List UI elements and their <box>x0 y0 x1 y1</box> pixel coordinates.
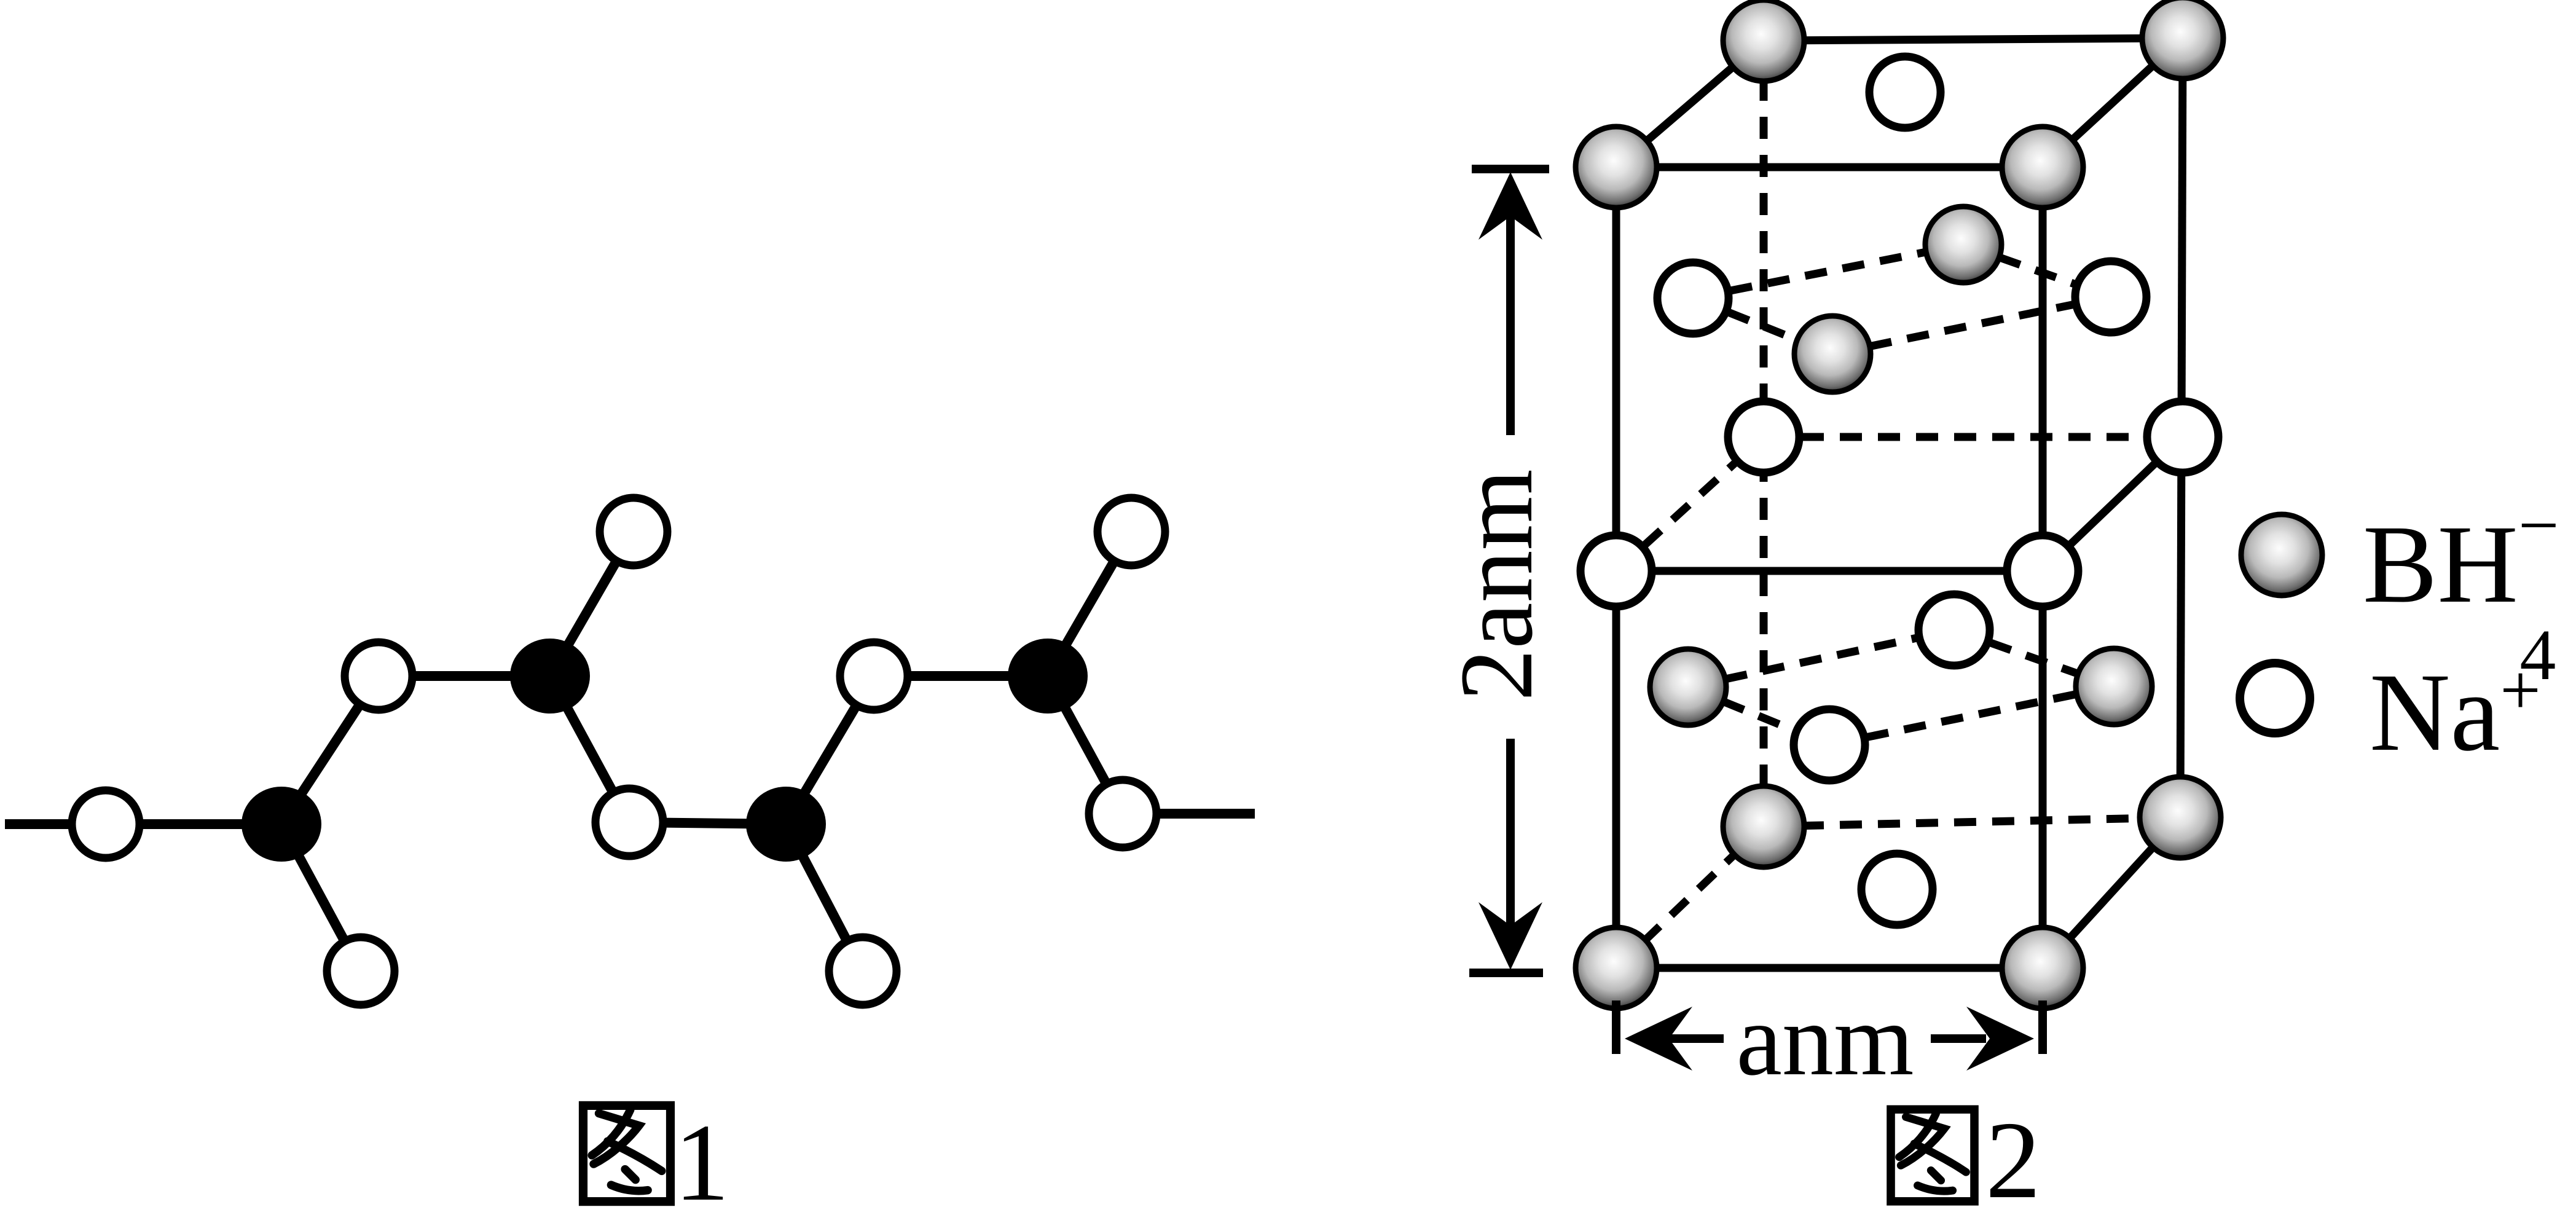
tu-glyph-stroke <box>1914 1181 1957 1195</box>
tu-glyph-stroke <box>607 1181 652 1195</box>
dim-arrowhead-right <box>1966 1007 2034 1071</box>
atom-white <box>1085 776 1161 852</box>
atom-white <box>340 638 417 714</box>
atom-white <box>1093 493 1169 570</box>
dim-arrowhead-left <box>1625 1007 1692 1071</box>
tu-glyph-stroke <box>1895 1109 1940 1162</box>
atom-na-circle <box>1724 397 1804 477</box>
cell-edge-solid <box>1763 34 2183 45</box>
tu-character-glyph <box>1887 1105 1979 1206</box>
atom-bh4-sphere <box>1922 203 2005 286</box>
cell-edge-dashed <box>1687 626 1955 691</box>
atom-na-circle <box>2143 397 2223 477</box>
atom-na-circle <box>1576 531 1656 611</box>
atom-bh4-sphere <box>2137 774 2224 861</box>
legend-label: BH− 4 <box>2363 485 2559 695</box>
tu-glyph-box <box>1887 1105 1979 1206</box>
tu-glyph-stroke <box>1926 1166 1946 1185</box>
tu-glyph-box <box>578 1101 675 1206</box>
atom-white <box>591 784 667 860</box>
atom-na-circle <box>1857 849 1937 929</box>
dim-arrowhead-down <box>1478 902 1542 970</box>
caption-figure1: 1 <box>578 1101 729 1207</box>
legend-label-subscript: 4 <box>2519 615 2556 695</box>
tu-glyph-stroke <box>1910 1139 1970 1176</box>
atom-bh4-sphere <box>2139 0 2226 82</box>
legend-label: Na+ <box>2370 650 2541 774</box>
cell-edge-dashed <box>1763 813 2181 831</box>
caption-digit: 2 <box>1985 1099 2041 1207</box>
atom-black-center <box>242 787 321 862</box>
legend-label-superscript: + <box>2500 650 2541 730</box>
atom-white <box>825 933 901 1009</box>
dim-width-label: anm <box>1736 983 1914 1097</box>
atom-white <box>836 638 912 714</box>
cell-edge-dashed <box>1692 240 1965 302</box>
atom-bh4-sphere <box>1999 124 2086 211</box>
atom-na-circle <box>1653 258 1733 338</box>
dim-height-label: 2anm <box>1439 469 1554 701</box>
atom-bh4-sphere <box>1791 313 1874 395</box>
atom-bh4-sphere <box>1647 646 1729 728</box>
legend-label-base: BH <box>2363 503 2518 626</box>
atom-white <box>595 493 672 570</box>
tu-glyph-stroke <box>587 1106 635 1160</box>
caption-digit: 1 <box>674 1101 729 1207</box>
cell-edge-dashed <box>1831 293 2112 358</box>
caption-figure2: 2 <box>1887 1099 2041 1207</box>
atom-bh4-sphere <box>2073 645 2155 728</box>
atom-na-circle <box>1914 590 1994 670</box>
legend-label-base: Na <box>2370 651 2500 774</box>
atom-black-center <box>1008 639 1088 714</box>
cell-edge-dashed <box>1952 626 2116 691</box>
dim-arrowhead-up <box>1478 172 1542 240</box>
atom-na-circle <box>2003 531 2083 611</box>
legend-label-superscript: − <box>2518 485 2559 565</box>
atom-bh4-sphere <box>1573 124 1660 211</box>
atom-black-center <box>510 639 590 714</box>
atom-bh4-sphere <box>1720 0 1807 84</box>
atom-bh4-sphere <box>1573 924 1660 1012</box>
tu-glyph-stroke <box>603 1137 666 1176</box>
atom-na-circle <box>2071 257 2151 337</box>
figure1-chain-structure: 1 <box>5 493 1255 1207</box>
tu-glyph-stroke <box>621 1165 640 1184</box>
tu-character-glyph <box>578 1101 675 1206</box>
cell-edge-dashed <box>1828 682 2115 749</box>
atom-na-circle <box>1865 52 1945 132</box>
legend-bh4-sphere-icon <box>2238 511 2325 599</box>
atom-bh4-sphere <box>1720 783 1807 870</box>
atom-bh4-sphere <box>1999 924 2086 1012</box>
atom-white <box>68 786 144 862</box>
atom-white <box>323 933 399 1009</box>
legend-na-circle-icon <box>2236 659 2314 737</box>
atom-na-circle <box>1789 705 1869 785</box>
atom-black-center <box>746 787 826 862</box>
